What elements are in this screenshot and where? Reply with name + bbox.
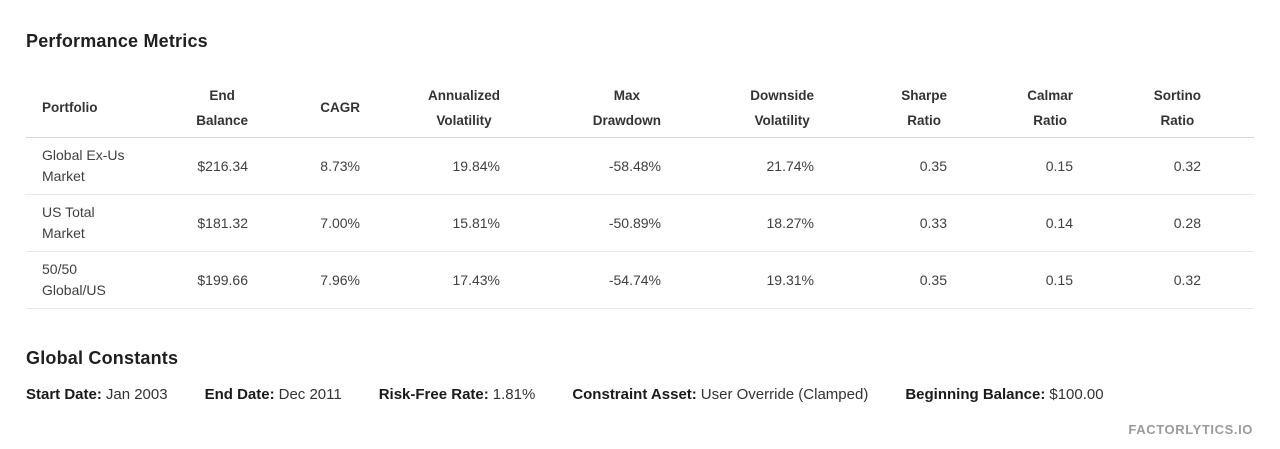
performance-metrics-table: Portfolio End Balance CAGR Annualized Vo… <box>26 79 1254 309</box>
column-header-label: End Balance <box>196 87 248 128</box>
table-row: 50/50 Global/US $199.66 7.96% 17.43% -54… <box>26 251 1254 309</box>
cagr-cell: 7.96% <box>248 251 360 309</box>
constant-label: Beginning Balance: <box>905 385 1046 403</box>
column-header-label: Calmar Ratio <box>1027 87 1073 128</box>
sortino-ratio-cell: 0.32 <box>1073 251 1254 309</box>
table-header-row: Portfolio End Balance CAGR Annualized Vo… <box>26 79 1254 138</box>
portfolio-cell: US Total Market <box>26 194 156 252</box>
portfolio-cell: 50/50 Global/US <box>26 251 156 309</box>
column-header-label: Portfolio <box>42 100 98 116</box>
constant-value: Jan 2003 <box>105 385 168 403</box>
column-header-max-drawdown: Max Drawdown <box>500 79 661 138</box>
constant-value: 1.81% <box>492 385 536 403</box>
constant-item-risk-free-rate: Risk-Free Rate: 1.81% <box>379 385 536 404</box>
downside-volatility-cell: 19.31% <box>661 251 814 309</box>
sharpe-ratio-cell: 0.35 <box>814 251 947 309</box>
column-header-label: Max Drawdown <box>592 87 661 128</box>
column-header-calmar-ratio: Calmar Ratio <box>947 79 1073 138</box>
table-row: Global Ex-Us Market $216.34 8.73% 19.84%… <box>26 137 1254 195</box>
column-header-label: Sharpe Ratio <box>901 87 947 128</box>
max-drawdown-cell: -50.89% <box>500 194 661 252</box>
calmar-ratio-cell: 0.15 <box>947 137 1073 195</box>
annualized-volatility-cell: 17.43% <box>360 251 500 309</box>
portfolio-cell: Global Ex-Us Market <box>26 137 156 195</box>
end-balance-cell: $181.32 <box>156 194 248 252</box>
section-title-global-constants: Global Constants <box>26 347 179 368</box>
downside-volatility-cell: 18.27% <box>661 194 814 252</box>
watermark: FACTORLYTICS.IO <box>1128 422 1253 437</box>
column-header-cagr: CAGR <box>248 79 360 138</box>
constant-value: User Override (Clamped) <box>700 385 869 403</box>
sharpe-ratio-cell: 0.33 <box>814 194 947 252</box>
annualized-volatility-cell: 19.84% <box>360 137 500 195</box>
column-header-sharpe-ratio: Sharpe Ratio <box>814 79 947 138</box>
sortino-ratio-cell: 0.32 <box>1073 137 1254 195</box>
column-header-sortino-ratio: Sortino Ratio <box>1073 79 1254 138</box>
max-drawdown-cell: -54.74% <box>500 251 661 309</box>
cagr-cell: 7.00% <box>248 194 360 252</box>
end-balance-cell: $216.34 <box>156 137 248 195</box>
page-title: Performance Metrics <box>26 31 208 51</box>
cagr-cell: 8.73% <box>248 137 360 195</box>
global-constants-row: Start Date: Jan 2003 End Date: Dec 2011 Ri… <box>26 385 1254 404</box>
column-header-label: CAGR <box>320 100 360 116</box>
end-balance-cell: $199.66 <box>156 251 248 309</box>
downside-volatility-cell: 21.74% <box>661 137 814 195</box>
column-header-annualized-volatility: Annualized Volatility <box>360 79 500 138</box>
annualized-volatility-cell: 15.81% <box>360 194 500 252</box>
calmar-ratio-cell: 0.14 <box>947 194 1073 252</box>
table-row: US Total Market $181.32 7.00% 15.81% -50… <box>26 194 1254 252</box>
column-header-label: Sortino Ratio <box>1153 87 1201 128</box>
column-header-label: Annualized Volatility <box>427 87 500 128</box>
column-header-end-balance: End Balance <box>156 79 248 138</box>
constant-value: Dec 2011 <box>278 385 342 403</box>
constant-item-constraint-asset: Constraint Asset: User Override (Clamped) <box>572 385 868 404</box>
constant-item-beginning-balance: Beginning Balance: $100.00 <box>905 385 1103 404</box>
column-header-downside-volatility: Downside Volatility <box>661 79 814 138</box>
sharpe-ratio-cell: 0.35 <box>814 137 947 195</box>
max-drawdown-cell: -58.48% <box>500 137 661 195</box>
constant-item-end-date: End Date: Dec 2011 <box>205 385 342 404</box>
constant-item-start-date: Start Date: Jan 2003 <box>26 385 168 404</box>
constant-label: Risk-Free Rate: <box>378 385 489 403</box>
calmar-ratio-cell: 0.15 <box>947 251 1073 309</box>
constant-label: End Date: <box>204 385 275 403</box>
constant-label: Start Date: <box>26 385 102 403</box>
column-header-label: Downside Volatility <box>750 87 814 128</box>
constant-value: $100.00 <box>1049 385 1104 403</box>
column-header-portfolio: Portfolio <box>26 79 156 138</box>
sortino-ratio-cell: 0.28 <box>1073 194 1254 252</box>
constant-label: Constraint Asset: <box>572 385 697 403</box>
